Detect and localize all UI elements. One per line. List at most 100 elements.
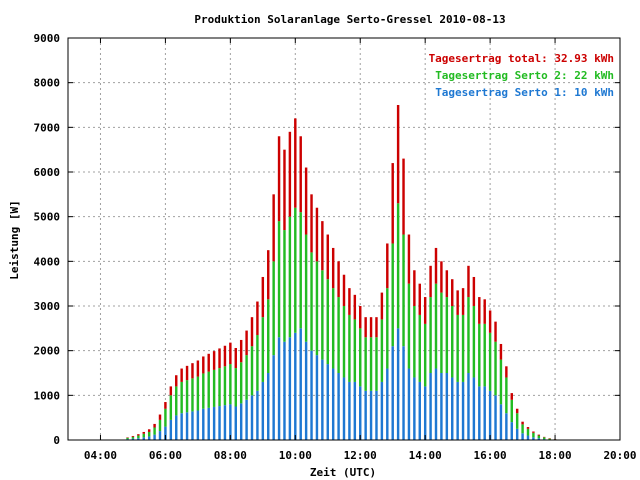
- bar-series-3: [261, 276, 265, 318]
- bar-series-2: [288, 216, 292, 338]
- bar-series-3: [521, 421, 524, 425]
- bar-series-2: [294, 207, 297, 333]
- bar-series-2: [543, 437, 546, 440]
- bar-series-3: [288, 131, 292, 217]
- bar-series-3: [483, 299, 486, 324]
- x-tick-label: 12:00: [344, 449, 377, 462]
- bar-series-3: [526, 427, 530, 429]
- bar-series-2: [191, 378, 194, 412]
- y-tick-label: 6000: [34, 166, 61, 179]
- bar-series-1: [537, 438, 541, 440]
- bar-series-3: [418, 283, 421, 315]
- bar-series-3: [315, 207, 319, 262]
- bar-series-2: [494, 341, 497, 396]
- bar-series-1: [331, 368, 335, 440]
- bar-series-1: [147, 436, 151, 440]
- bar-series-1: [212, 406, 216, 440]
- bar-series-1: [391, 346, 394, 440]
- bar-series-2: [418, 314, 421, 382]
- bar-series-1: [499, 404, 503, 440]
- bar-series-2: [391, 243, 394, 347]
- bar-series-1: [396, 328, 400, 440]
- bar-series-2: [380, 319, 384, 382]
- bar-series-1: [342, 377, 346, 440]
- bar-series-1: [158, 431, 162, 440]
- bar-series-3: [256, 301, 259, 336]
- bar-series-2: [375, 337, 378, 391]
- bar-series-3: [532, 431, 535, 433]
- bar-series-1: [380, 381, 384, 440]
- bar-series-2: [402, 234, 405, 347]
- y-tick-label: 0: [53, 434, 60, 447]
- bar-series-2: [505, 377, 508, 414]
- bar-series-3: [429, 265, 432, 298]
- bar-series-2: [164, 408, 167, 427]
- bar-series-2: [256, 335, 259, 391]
- bar-series-2: [532, 432, 535, 438]
- bar-series-3: [191, 363, 194, 379]
- bar-series-3: [467, 265, 470, 298]
- bar-series-1: [229, 404, 232, 440]
- bar-series-1: [218, 406, 221, 440]
- y-tick-label: 4000: [34, 255, 61, 268]
- bar-series-1: [375, 390, 378, 440]
- bar-series-3: [364, 317, 367, 338]
- x-tick-label: 08:00: [214, 449, 247, 462]
- bar-series-1: [185, 412, 189, 440]
- bar-series-2: [218, 368, 221, 407]
- bar-series-1: [315, 355, 319, 440]
- bar-series-1: [451, 377, 454, 440]
- bar-series-3: [472, 276, 476, 306]
- bar-series-1: [532, 437, 535, 440]
- bar-series-3: [488, 310, 492, 333]
- bar-series-2: [245, 355, 248, 400]
- bar-series-3: [137, 434, 140, 436]
- bar-series-1: [131, 438, 135, 440]
- x-tick-label: 14:00: [409, 449, 442, 462]
- y-tick-label: 1000: [34, 389, 61, 402]
- x-tick-labels: 04:00 06:00 08:00 10:00 12:00 14:00 16:00 18:00…: [84, 449, 637, 462]
- bar-series-1: [407, 368, 411, 440]
- bar-series-1: [180, 413, 183, 440]
- bar-series-3: [294, 118, 297, 208]
- bar-series-1: [267, 373, 270, 440]
- bar-series-3: [239, 339, 243, 363]
- bar-series-1: [272, 355, 275, 440]
- bar-series-3: [359, 306, 362, 329]
- legend-entry: Tagesertrag Serto 2: 22 kWh: [435, 69, 614, 82]
- bar-series-2: [147, 431, 151, 437]
- bar-series-3: [304, 167, 308, 235]
- bar-series-1: [288, 337, 292, 440]
- bar-series-3: [212, 351, 216, 370]
- bar-series-3: [272, 194, 275, 262]
- bar-series-2: [359, 328, 362, 387]
- bar-series-1: [488, 390, 492, 440]
- bar-series-1: [175, 415, 178, 440]
- bar-series-3: [353, 294, 357, 320]
- bar-series-2: [212, 369, 216, 407]
- bar-series-3: [321, 221, 324, 271]
- plot-frame: [67, 37, 621, 441]
- bar-series-2: [337, 297, 340, 373]
- bar-series-1: [261, 381, 265, 440]
- bar-series-2: [423, 323, 427, 387]
- bar-series-3: [348, 288, 351, 315]
- bar-series-3: [299, 136, 302, 213]
- bar-series-3: [202, 356, 205, 374]
- bar-series-1: [196, 410, 200, 440]
- bar-series-2: [315, 261, 319, 356]
- bar-series-3: [283, 149, 286, 231]
- bar-series-2: [526, 428, 530, 436]
- x-tick-label: 20:00: [603, 449, 636, 462]
- bar-series-1: [521, 433, 524, 440]
- bar-series-1: [304, 341, 308, 440]
- bar-series-2: [180, 381, 183, 414]
- bar-series-1: [461, 381, 465, 440]
- bar-series-3: [196, 360, 200, 377]
- bar-series-3: [402, 158, 405, 235]
- bar-series-1: [337, 373, 340, 440]
- bar-series-2: [261, 317, 265, 382]
- bar-series-2: [250, 346, 254, 396]
- bar-series-2: [429, 297, 432, 373]
